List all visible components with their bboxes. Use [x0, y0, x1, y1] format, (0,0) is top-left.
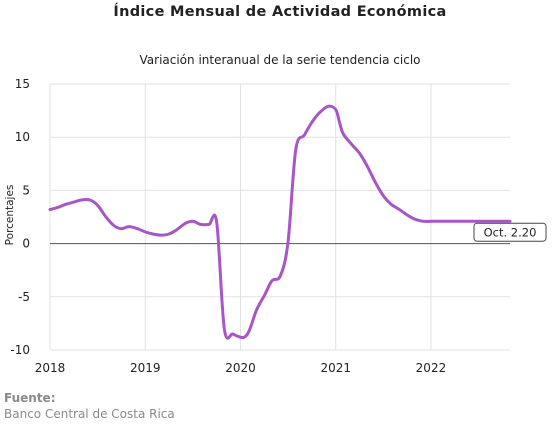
callout-box [473, 222, 547, 242]
y-tick-label: -5 [18, 290, 30, 304]
y-tick-label: 10 [15, 130, 30, 144]
y-tick-label: 15 [15, 77, 30, 91]
x-tick-label: 2020 [225, 361, 256, 375]
x-tick-label: 2019 [130, 361, 161, 375]
source-text: Banco Central de Costa Rica [4, 407, 175, 421]
y-tick-label: 5 [22, 183, 30, 197]
x-tick-label: 2022 [416, 361, 447, 375]
callout-label: Oct. 2.20 [484, 226, 537, 240]
chart-title: Índice Mensual de Actividad Económica [113, 4, 447, 20]
y-axis-label: Porcentajes [4, 185, 16, 246]
y-tick-label: 0 [22, 237, 30, 251]
chart-subtitle: Variación interanual de la serie tendenc… [139, 53, 421, 67]
source-label: Fuente: [4, 391, 56, 405]
x-tick-label: 2018 [35, 361, 66, 375]
x-tick-label: 2021 [320, 361, 351, 375]
y-tick-label: -10 [10, 343, 30, 357]
series-line [48, 104, 512, 340]
